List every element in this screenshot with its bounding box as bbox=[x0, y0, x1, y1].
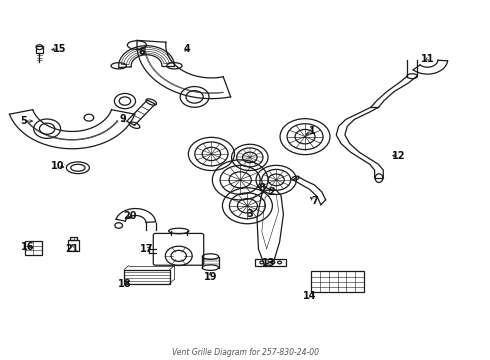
Bar bbox=[25, 241, 42, 255]
Text: 20: 20 bbox=[123, 211, 137, 221]
Text: 8: 8 bbox=[258, 184, 265, 193]
Text: 2: 2 bbox=[268, 187, 275, 197]
Text: 1: 1 bbox=[309, 126, 316, 136]
Text: 3: 3 bbox=[246, 210, 253, 219]
Text: 12: 12 bbox=[392, 151, 405, 161]
Text: 18: 18 bbox=[118, 279, 132, 288]
Text: 9: 9 bbox=[119, 114, 126, 124]
Text: 17: 17 bbox=[140, 244, 153, 254]
Text: 11: 11 bbox=[421, 54, 434, 64]
Text: Vent Grille Diagram for 257-830-24-00: Vent Grille Diagram for 257-830-24-00 bbox=[172, 348, 318, 357]
Text: 10: 10 bbox=[51, 161, 65, 171]
Bar bbox=[36, 46, 43, 53]
Text: 19: 19 bbox=[204, 272, 217, 282]
Bar bbox=[70, 237, 77, 240]
Bar bbox=[255, 258, 286, 266]
Bar bbox=[68, 240, 79, 251]
Text: 4: 4 bbox=[184, 44, 191, 54]
Text: 15: 15 bbox=[53, 44, 67, 54]
Text: 6: 6 bbox=[138, 47, 145, 57]
Bar bbox=[124, 270, 170, 284]
Text: 13: 13 bbox=[262, 258, 276, 268]
Text: 21: 21 bbox=[65, 244, 79, 254]
Text: 14: 14 bbox=[303, 291, 317, 301]
Bar bbox=[311, 271, 364, 292]
Text: 5: 5 bbox=[21, 116, 27, 126]
Text: 7: 7 bbox=[311, 195, 318, 206]
Text: 16: 16 bbox=[21, 242, 34, 252]
